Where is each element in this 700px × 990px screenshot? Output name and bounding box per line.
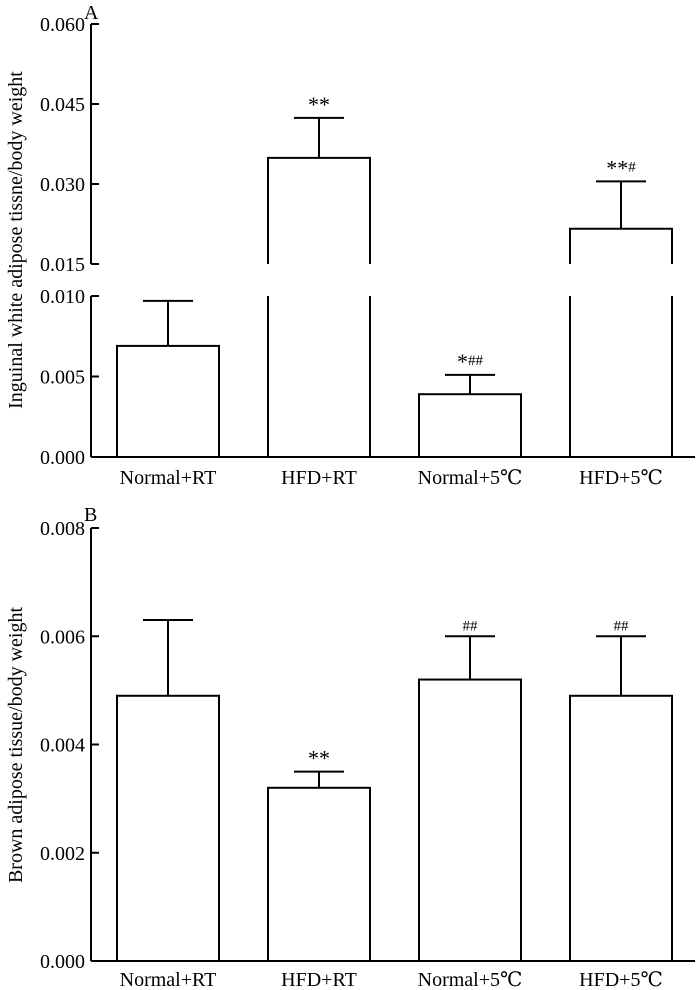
significance-stars: *: [457, 349, 468, 374]
significance-hashes: ##: [463, 618, 479, 634]
y-tick-label: 0.004: [40, 735, 85, 757]
y-tick-label: 0.010: [40, 286, 85, 308]
bar: [418, 678, 522, 962]
panel-b: B 0.000 0.002 0.004 0.006 0.008 Brown adipose …: [5, 504, 695, 990]
y-tick-label: 0.015: [40, 254, 85, 276]
significance-hashes: #: [628, 159, 636, 175]
significance-stars: **: [308, 746, 330, 771]
y-tick-label: 0.045: [40, 94, 85, 116]
significance-hashes: ##: [614, 618, 630, 634]
x-category-label: HFD+RT: [281, 467, 357, 489]
y-tick-label: 0.000: [40, 951, 85, 973]
significance-hashes: ##: [468, 353, 484, 369]
bar-group: Normal+RT: [116, 619, 220, 990]
x-category-label: HFD+RT: [281, 969, 357, 990]
bar-group: **# HFD+5℃: [569, 155, 673, 489]
bar-group: ## HFD+5℃: [569, 618, 673, 990]
bar: [116, 344, 220, 458]
bar-lower: [267, 296, 371, 458]
significance-label: **: [308, 92, 330, 117]
panel-b-letter: B: [84, 504, 97, 526]
y-tick-label: 0.030: [40, 174, 85, 196]
bar-lower: [569, 296, 673, 458]
significance-label: ##: [463, 618, 479, 634]
bar-group: ** HFD+RT: [267, 746, 371, 990]
y-tick-label: 0.060: [40, 14, 85, 36]
y-tick-label: 0.000: [40, 447, 85, 469]
panel-a: A 0.000 0.005 0.010 0.015 0.030 0.045 0.060 Ingu…: [5, 2, 695, 489]
significance-label: **: [308, 746, 330, 771]
y-tick-label: 0.002: [40, 843, 85, 865]
y-tick-label: 0.008: [40, 518, 85, 540]
bar-group: *## Normal+5℃: [418, 349, 523, 489]
bar: [418, 393, 522, 458]
x-category-label: HFD+5℃: [579, 467, 663, 489]
significance-label: *##: [457, 349, 484, 374]
bar-group: ## Normal+5℃: [418, 618, 523, 990]
significance-label: ##: [614, 618, 630, 634]
x-category-label: HFD+5℃: [579, 969, 663, 990]
significance-stars: **: [606, 155, 628, 180]
x-category-label: Normal+5℃: [418, 969, 523, 990]
bar: [116, 694, 220, 962]
y-axis-title: Brown adipose tissue/body weight: [5, 607, 27, 884]
bar-upper: [267, 156, 371, 264]
significance-label: **#: [606, 155, 636, 180]
bar-group: Normal+RT: [116, 299, 220, 489]
y-tick-label: 0.006: [40, 626, 85, 648]
bar: [267, 786, 371, 962]
bar-group: ** HFD+RT: [267, 92, 371, 489]
x-category-label: Normal+RT: [120, 969, 217, 990]
x-category-label: Normal+5℃: [418, 467, 523, 489]
panel-a-letter: A: [84, 2, 99, 24]
x-category-label: Normal+RT: [120, 467, 217, 489]
significance-stars: **: [308, 92, 330, 117]
y-tick-label: 0.005: [40, 367, 85, 389]
bar: [569, 694, 673, 962]
y-axis-title: Inguinal white adipose tissne/body weigh…: [5, 71, 27, 409]
bar-upper: [569, 227, 673, 264]
